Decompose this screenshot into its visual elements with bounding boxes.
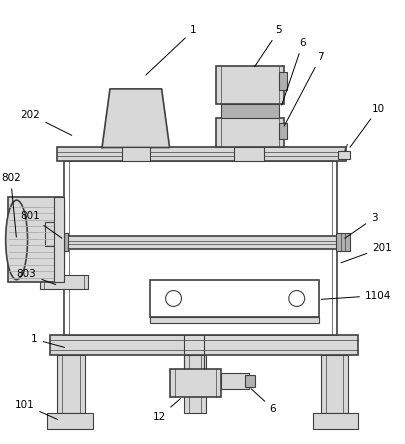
Text: 101: 101 bbox=[15, 400, 58, 420]
Bar bbox=[278, 72, 286, 90]
Bar bbox=[234, 147, 263, 162]
Ellipse shape bbox=[6, 200, 28, 280]
Bar bbox=[64, 162, 337, 335]
Text: 201: 201 bbox=[340, 243, 391, 263]
Bar bbox=[184, 355, 206, 413]
Bar bbox=[338, 151, 350, 159]
Bar bbox=[54, 233, 68, 251]
Bar bbox=[50, 335, 358, 355]
Bar bbox=[169, 369, 221, 397]
Bar bbox=[122, 147, 149, 162]
Bar bbox=[149, 317, 318, 323]
Bar bbox=[221, 373, 248, 389]
Text: 1: 1 bbox=[145, 25, 196, 75]
Bar bbox=[43, 212, 64, 256]
Text: 7: 7 bbox=[284, 52, 323, 126]
Text: 3: 3 bbox=[344, 213, 377, 238]
Bar bbox=[216, 118, 283, 147]
Text: 803: 803 bbox=[17, 269, 55, 285]
Bar bbox=[54, 197, 64, 281]
Bar bbox=[216, 66, 283, 104]
Bar bbox=[278, 123, 286, 139]
Bar bbox=[43, 199, 64, 269]
Bar bbox=[40, 275, 88, 289]
Bar bbox=[54, 236, 350, 249]
Bar bbox=[336, 233, 350, 251]
Text: 802: 802 bbox=[1, 173, 21, 237]
Bar bbox=[57, 147, 345, 162]
Bar bbox=[47, 413, 93, 428]
Bar bbox=[8, 197, 62, 281]
Text: 1: 1 bbox=[31, 334, 64, 347]
Bar bbox=[57, 355, 85, 413]
Text: 202: 202 bbox=[21, 110, 72, 135]
Text: 12: 12 bbox=[153, 399, 180, 422]
Bar bbox=[221, 104, 278, 118]
Text: 1104: 1104 bbox=[321, 290, 390, 301]
Bar bbox=[320, 355, 347, 413]
Polygon shape bbox=[102, 89, 169, 147]
Bar bbox=[312, 413, 358, 428]
Bar bbox=[45, 222, 57, 246]
Bar bbox=[245, 375, 254, 387]
Text: 801: 801 bbox=[21, 211, 62, 238]
Text: 10: 10 bbox=[349, 104, 384, 147]
Bar bbox=[149, 280, 318, 317]
Text: 5: 5 bbox=[254, 25, 281, 67]
Text: 6: 6 bbox=[250, 389, 275, 414]
Text: 6: 6 bbox=[281, 38, 305, 105]
